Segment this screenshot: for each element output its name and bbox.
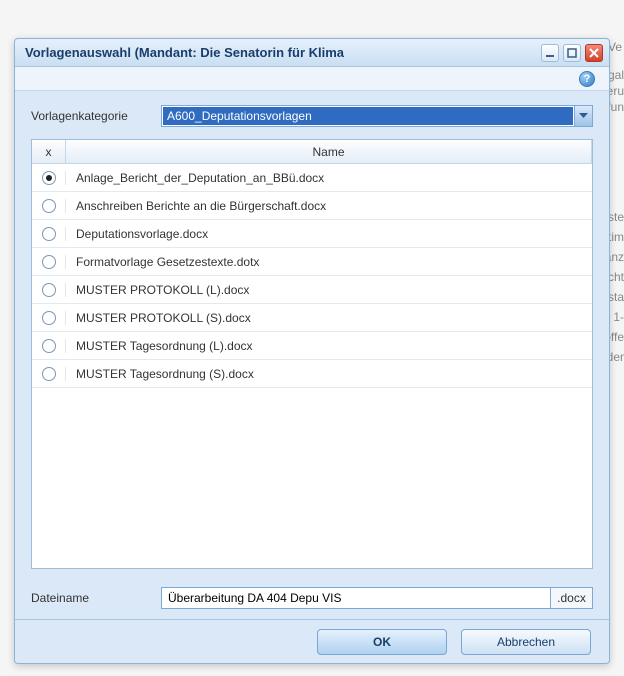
table-row[interactable]: Anschreiben Berichte an die Bürgerschaft…: [32, 192, 592, 220]
table-row[interactable]: MUSTER Tagesordnung (L).docx: [32, 332, 592, 360]
filename-input-wrap: .docx: [161, 587, 593, 609]
close-icon: [589, 48, 599, 58]
radio-icon: [42, 367, 56, 381]
dialog-footer: OK Abbrechen: [15, 619, 609, 663]
filename-extension: .docx: [550, 588, 592, 608]
maximize-button[interactable]: [563, 44, 581, 62]
row-name-cell: Anlage_Bericht_der_Deputation_an_BBü.doc…: [66, 171, 592, 185]
table-row[interactable]: MUSTER Tagesordnung (S).docx: [32, 360, 592, 388]
radio-icon: [42, 227, 56, 241]
col-header-select[interactable]: x: [32, 140, 66, 163]
template-selection-dialog: Vorlagenauswahl (Mandant: Die Senatorin …: [14, 38, 610, 664]
row-name-cell: Anschreiben Berichte an die Bürgerschaft…: [66, 199, 592, 213]
chevron-down-icon: [574, 106, 592, 126]
dialog-title: Vorlagenauswahl (Mandant: Die Senatorin …: [25, 45, 537, 60]
category-row: Vorlagenkategorie A600_Deputationsvorlag…: [31, 105, 593, 127]
radio-icon: [42, 171, 56, 185]
row-radio-cell[interactable]: [32, 311, 66, 325]
row-radio-cell[interactable]: [32, 255, 66, 269]
table-row[interactable]: MUSTER PROTOKOLL (L).docx: [32, 276, 592, 304]
row-radio-cell[interactable]: [32, 171, 66, 185]
category-value: A600_Deputationsvorlagen: [163, 107, 573, 125]
row-name-cell: Deputationsvorlage.docx: [66, 227, 592, 241]
col-header-name[interactable]: Name: [66, 140, 592, 163]
toolbar-row: ?: [15, 67, 609, 91]
templates-table: x Name Anlage_Bericht_der_Deputation_an_…: [31, 139, 593, 569]
category-combo[interactable]: A600_Deputationsvorlagen: [161, 105, 593, 127]
row-radio-cell[interactable]: [32, 367, 66, 381]
close-button[interactable]: [585, 44, 603, 62]
dialog-content: Vorlagenkategorie A600_Deputationsvorlag…: [15, 91, 609, 619]
help-icon[interactable]: ?: [579, 71, 595, 87]
table-row[interactable]: Formatvorlage Gesetzestexte.dotx: [32, 248, 592, 276]
radio-icon: [42, 255, 56, 269]
table-row[interactable]: Deputationsvorlage.docx: [32, 220, 592, 248]
row-name-cell: MUSTER PROTOKOLL (S).docx: [66, 311, 592, 325]
minimize-button[interactable]: [541, 44, 559, 62]
table-body: Anlage_Bericht_der_Deputation_an_BBü.doc…: [32, 164, 592, 568]
radio-icon: [42, 283, 56, 297]
row-name-cell: Formatvorlage Gesetzestexte.dotx: [66, 255, 592, 269]
radio-icon: [42, 199, 56, 213]
filename-row: Dateiname .docx: [31, 587, 593, 609]
radio-icon: [42, 339, 56, 353]
row-radio-cell[interactable]: [32, 283, 66, 297]
row-radio-cell[interactable]: [32, 339, 66, 353]
row-name-cell: MUSTER Tagesordnung (S).docx: [66, 367, 592, 381]
ok-button[interactable]: OK: [317, 629, 447, 655]
bg-text: Ve: [608, 40, 622, 54]
cancel-button[interactable]: Abbrechen: [461, 629, 591, 655]
filename-input[interactable]: [162, 588, 550, 608]
category-label: Vorlagenkategorie: [31, 109, 153, 123]
filename-label: Dateiname: [31, 591, 153, 605]
titlebar: Vorlagenauswahl (Mandant: Die Senatorin …: [15, 39, 609, 67]
row-radio-cell[interactable]: [32, 227, 66, 241]
radio-icon: [42, 311, 56, 325]
row-radio-cell[interactable]: [32, 199, 66, 213]
table-header: x Name: [32, 140, 592, 164]
table-row[interactable]: Anlage_Bericht_der_Deputation_an_BBü.doc…: [32, 164, 592, 192]
table-row[interactable]: MUSTER PROTOKOLL (S).docx: [32, 304, 592, 332]
minimize-icon: [545, 48, 555, 58]
maximize-icon: [567, 48, 577, 58]
row-name-cell: MUSTER Tagesordnung (L).docx: [66, 339, 592, 353]
row-name-cell: MUSTER PROTOKOLL (L).docx: [66, 283, 592, 297]
